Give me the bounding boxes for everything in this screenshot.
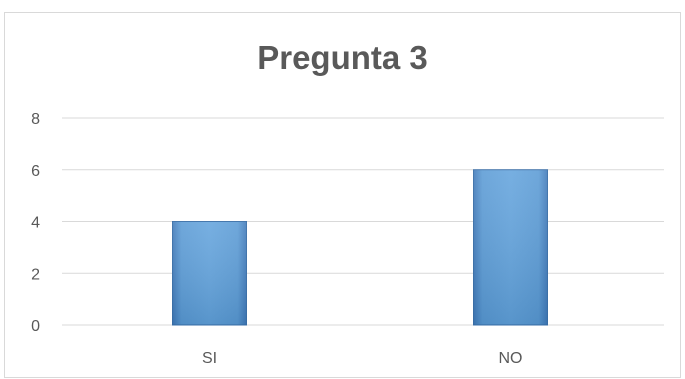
x-category-label: SI — [202, 350, 217, 367]
chart-frame — [4, 12, 681, 378]
y-tick-label: 4 — [31, 215, 40, 232]
x-axis-labels: SI NO — [202, 350, 523, 367]
bar — [172, 221, 247, 326]
y-axis-ticks: 0 2 4 6 8 — [31, 111, 40, 335]
bar-shade — [172, 221, 247, 325]
y-tick-label: 6 — [31, 163, 40, 180]
gridlines — [62, 117, 664, 326]
x-category-label: NO — [499, 350, 523, 367]
bar — [473, 169, 548, 326]
y-tick-label: 2 — [31, 266, 40, 283]
y-tick-label: 8 — [31, 111, 40, 128]
y-tick-label: 0 — [31, 318, 40, 335]
bar-shade — [473, 169, 548, 325]
chart-title: Pregunta 3 — [257, 39, 428, 76]
bars — [172, 169, 548, 326]
